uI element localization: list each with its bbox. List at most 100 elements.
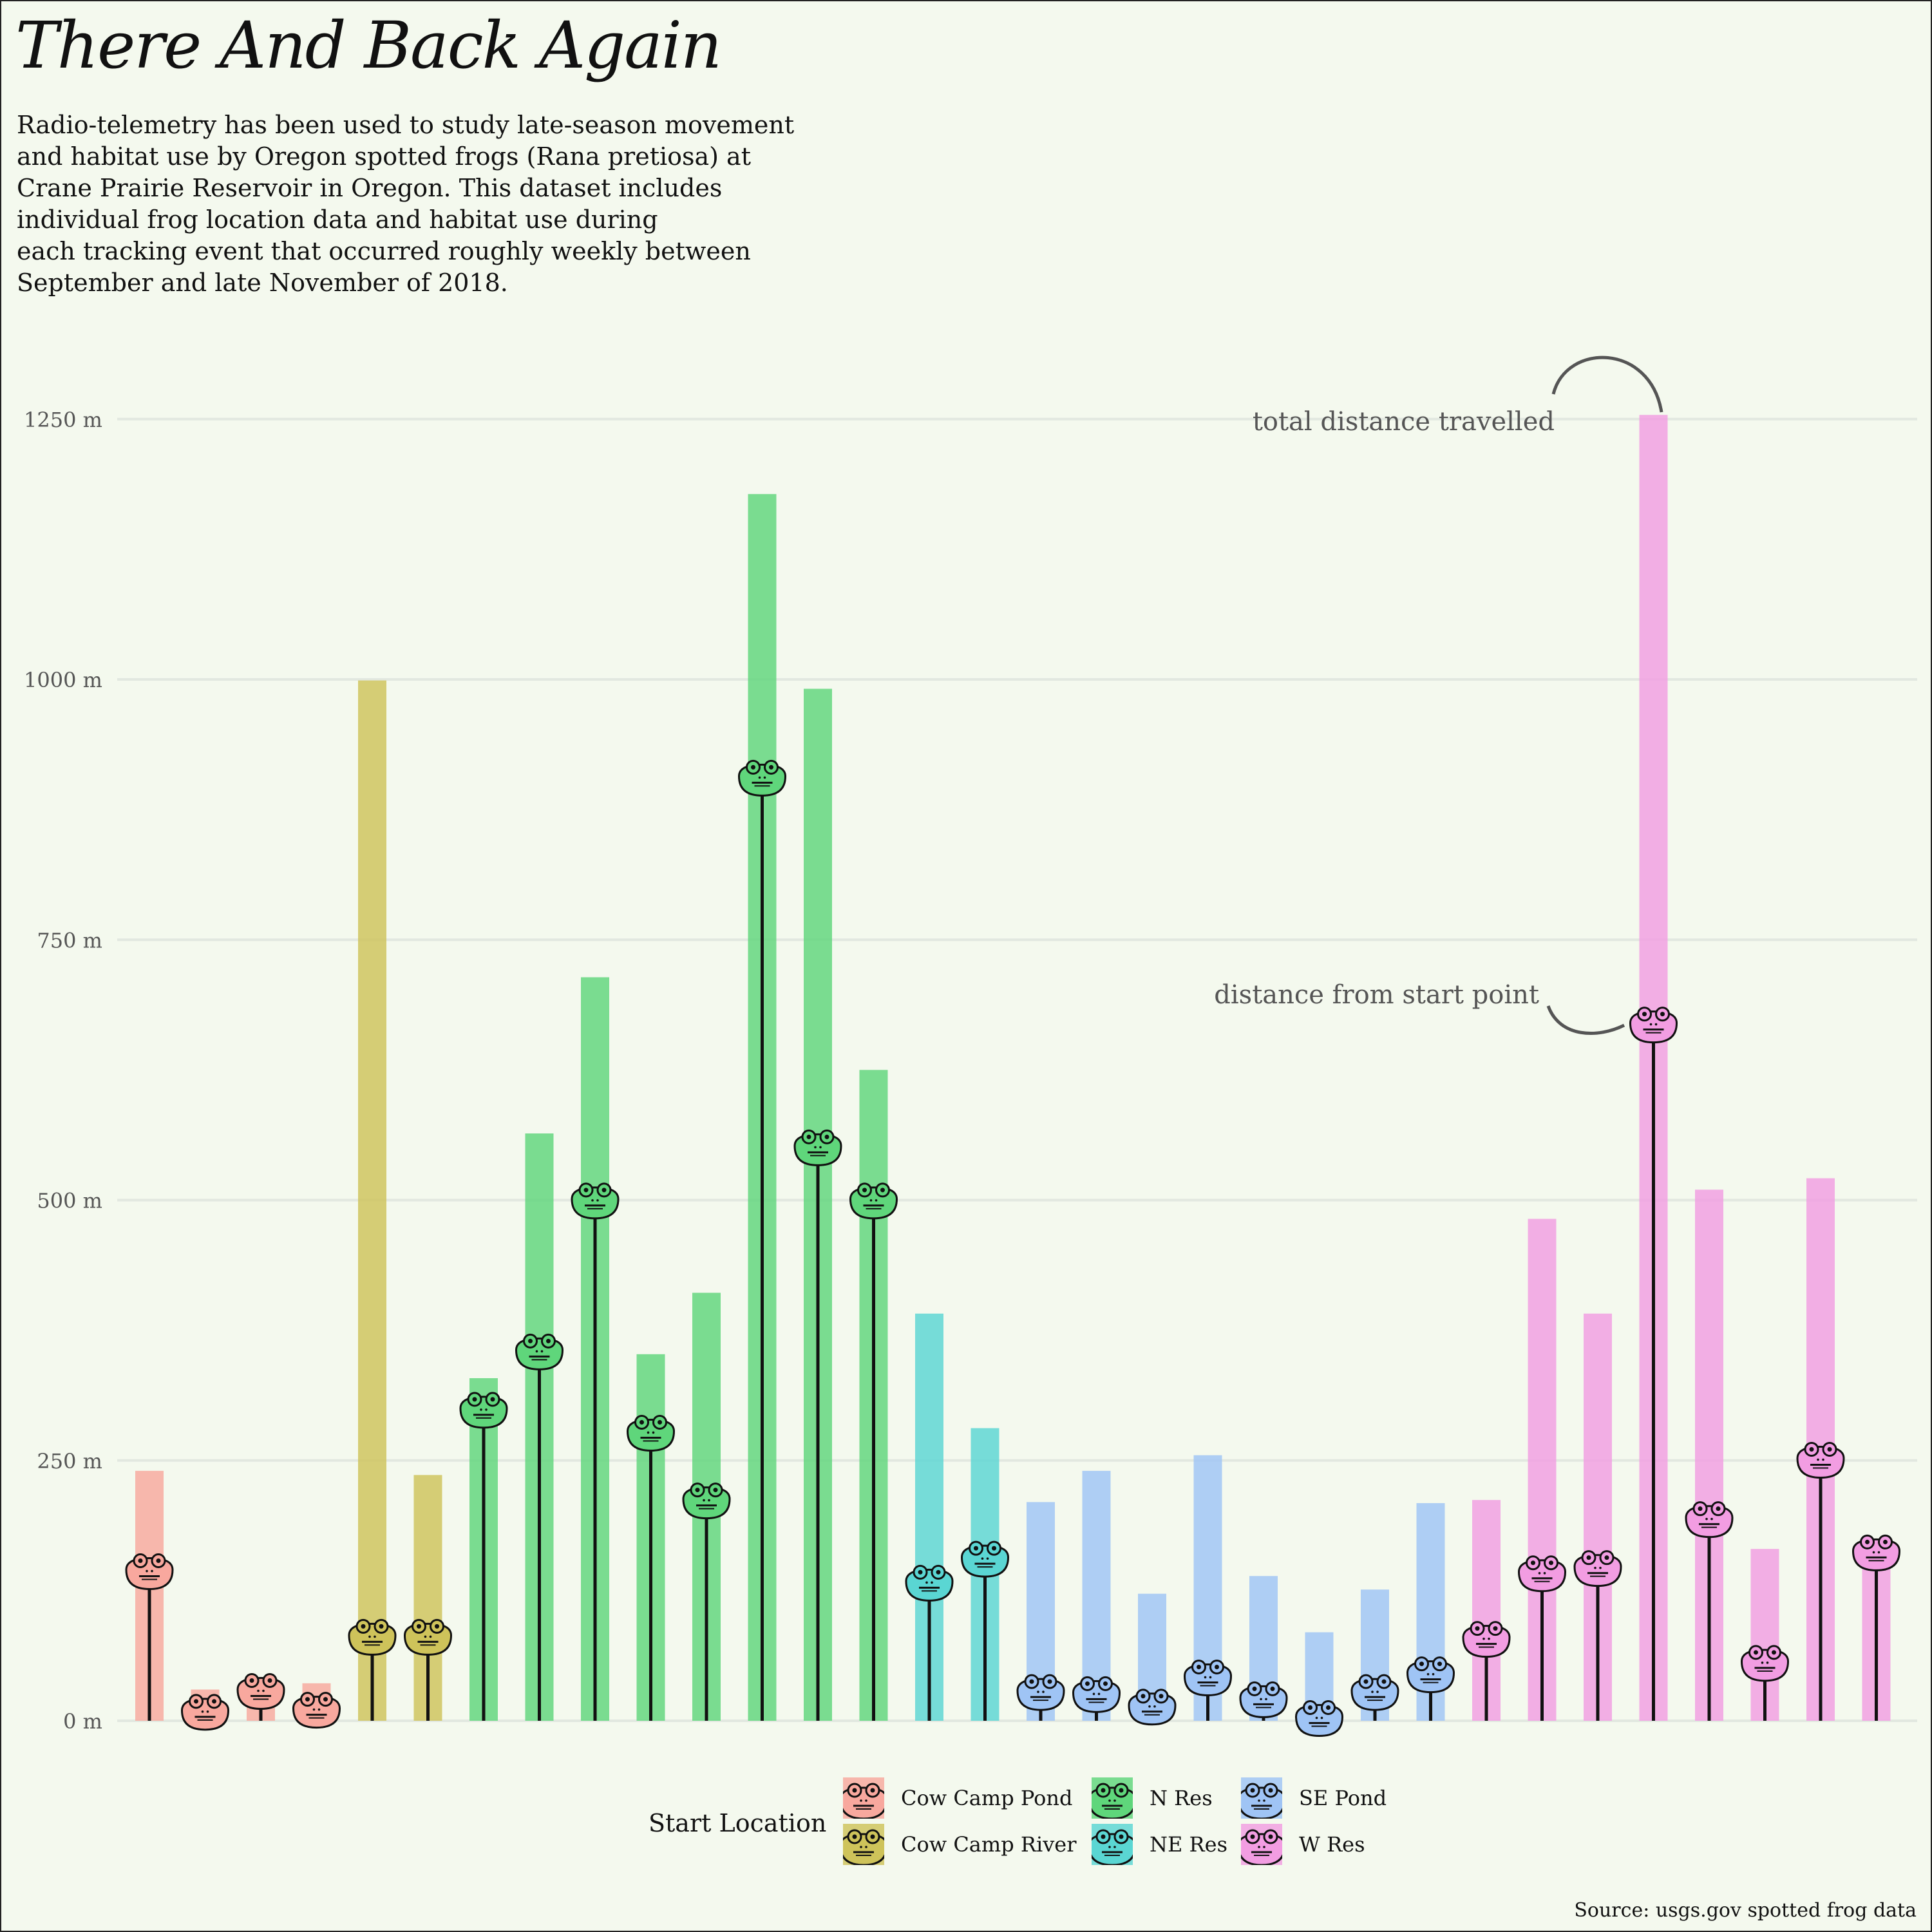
frog-nostril (1315, 1716, 1318, 1719)
frog-pupil (583, 1188, 589, 1193)
frog-nostril (1113, 1846, 1116, 1848)
frog-pupil (1308, 1705, 1312, 1710)
legend-frog-icon (1092, 1783, 1133, 1819)
frog-pupil (546, 1338, 551, 1343)
legend-item: NE Res (1092, 1824, 1227, 1865)
frog-pupil (1159, 1694, 1164, 1699)
frog-nostril (1761, 1662, 1764, 1664)
total-distance-bars (135, 415, 1891, 1721)
frog-nostril (1594, 1566, 1596, 1569)
legend-item: Cow Camp River (843, 1824, 1077, 1865)
frog-head (236, 1676, 285, 1710)
frog-pupil (1103, 1681, 1108, 1686)
frog-nostril (1654, 1023, 1658, 1026)
legend-key (1092, 1777, 1133, 1819)
frog-pupil (1549, 1560, 1553, 1566)
frog-head (1294, 1704, 1344, 1738)
frog-pupil (156, 1558, 161, 1564)
frog-pupil (1772, 1650, 1776, 1655)
frog-pupil (472, 1397, 477, 1402)
frog-pupil (918, 1569, 923, 1575)
frog-nostril (1258, 1846, 1260, 1848)
frog-nostril (424, 1635, 427, 1638)
frog-nostril (875, 1199, 878, 1202)
legend-label: N Res (1150, 1786, 1213, 1810)
frog-nostril (1037, 1690, 1039, 1693)
frog-pupil (267, 1678, 272, 1683)
frog-nostril (1599, 1566, 1602, 1569)
frog-marker-start-distance (459, 1392, 508, 1429)
frog-marker-start-distance (1406, 1656, 1455, 1694)
legend-key (1092, 1824, 1133, 1865)
legend-swatch (1092, 1777, 1133, 1819)
frog-pupil (936, 1569, 941, 1575)
y-tick-label: 750 m (37, 928, 102, 952)
frog-nostril (1766, 1662, 1769, 1664)
frog-marker-start-distance (1852, 1534, 1901, 1571)
frog-nostril (1488, 1637, 1490, 1640)
frog-head (849, 1186, 898, 1220)
frog-pupil (1604, 1555, 1609, 1560)
frog-pupil (490, 1397, 495, 1402)
frog-marker-start-distance (348, 1618, 397, 1656)
legend-key (843, 1777, 884, 1819)
frog-pupil (528, 1338, 533, 1343)
frog-pupil (305, 1697, 310, 1702)
frog-nostril (1872, 1551, 1875, 1554)
frog-pupil (1101, 1834, 1106, 1839)
frog-head (1128, 1692, 1177, 1726)
frog-nostril (860, 1846, 862, 1848)
frog-pupil (138, 1558, 143, 1564)
y-tick-label: 1250 m (24, 408, 102, 432)
legend-label: Cow Camp River (901, 1832, 1077, 1857)
frog-pupil (862, 1188, 867, 1193)
frog-pupil (852, 1788, 857, 1793)
frog-nostril (1705, 1517, 1708, 1520)
frog-pupil (1809, 1447, 1814, 1452)
frog-pupil (1029, 1679, 1034, 1684)
frog-marker-start-distance (960, 1540, 1010, 1578)
legend-frog-icon (1092, 1829, 1133, 1865)
legend-label: W Res (1299, 1832, 1365, 1857)
frog-nostril (925, 1581, 928, 1584)
y-tick-label: 500 m (37, 1189, 102, 1213)
legend-key (843, 1824, 884, 1865)
frog-pupil (1268, 1834, 1273, 1839)
frog-head (1685, 1505, 1734, 1539)
frog-marker-start-distance (292, 1692, 341, 1729)
frog-pupil (1493, 1626, 1498, 1631)
frog-marker-start-distance (737, 759, 787, 797)
frog-pupil (1437, 1662, 1442, 1667)
frog-pupil (1326, 1705, 1331, 1710)
frog-marker-start-distance (515, 1333, 564, 1370)
frog-pupil (379, 1624, 384, 1629)
frog-pupil (1716, 1506, 1721, 1511)
frog-marker-start-distance (1183, 1659, 1233, 1696)
frog-head (515, 1337, 564, 1370)
frog-nostril (1877, 1551, 1880, 1554)
frog-head (1016, 1678, 1065, 1711)
frog-nostril (1153, 1705, 1156, 1708)
legend-swatch (1092, 1824, 1133, 1865)
frog-nostril (708, 1499, 710, 1502)
frog-head (737, 763, 787, 797)
frog-pupil (1754, 1650, 1758, 1655)
chart-caption: Source: usgs.gov spotted frog data (1574, 1899, 1917, 1922)
frog-marker-start-distance (849, 1182, 898, 1220)
frog-pupil (1085, 1681, 1090, 1686)
frog-pupil (751, 764, 755, 770)
frog-nostril (1204, 1676, 1207, 1679)
frog-marker-start-distance (1239, 1681, 1288, 1718)
frog-nostril (485, 1408, 488, 1411)
frog-head (682, 1486, 731, 1520)
frog-nostril (1376, 1690, 1379, 1693)
annotation-start-text: distance from start point (1214, 980, 1539, 1010)
frog-pupil (194, 1699, 198, 1704)
legend-frog-icon (843, 1829, 884, 1865)
frog-marker-start-distance (1740, 1645, 1790, 1682)
legend-item: N Res (1092, 1777, 1213, 1819)
frog-nostril (1817, 1458, 1819, 1461)
frog-nostril (647, 1431, 650, 1434)
